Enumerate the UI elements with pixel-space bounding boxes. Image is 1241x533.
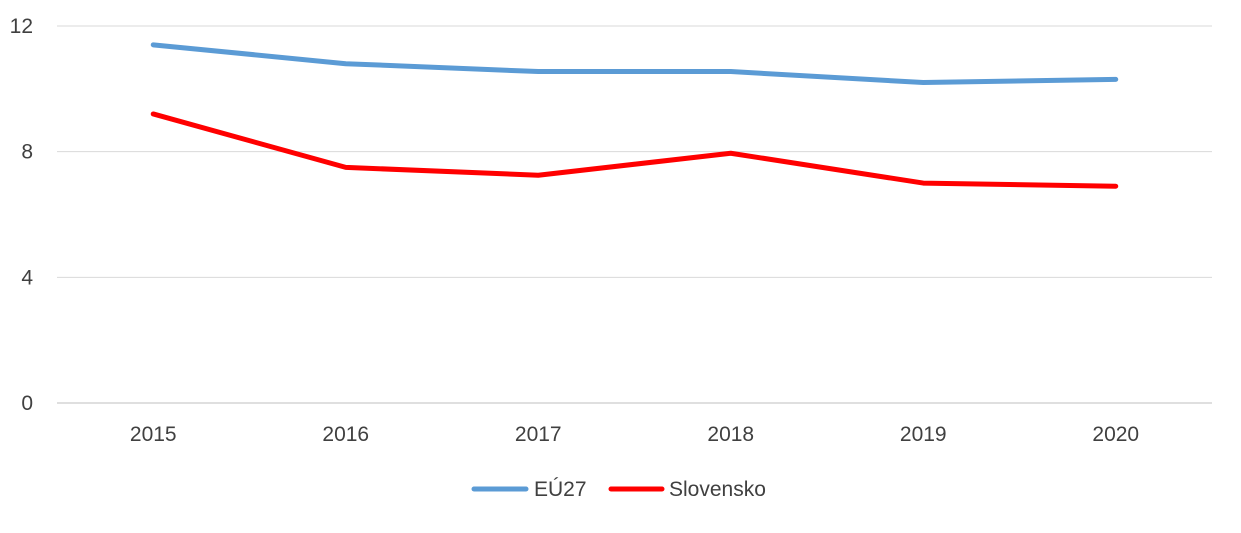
y-tick-label: 4	[21, 266, 33, 289]
x-tick-label: 2016	[322, 423, 369, 446]
y-tick-label: 12	[10, 15, 33, 38]
x-tick-label: 2018	[707, 423, 754, 446]
legend-label: EÚ27	[534, 478, 587, 501]
x-tick-label: 2020	[1092, 423, 1139, 446]
series-line-eu27	[150, 42, 1119, 86]
x-tick-label: 2015	[130, 423, 177, 446]
series-lines	[150, 42, 1119, 189]
y-tick-label: 0	[21, 392, 33, 415]
series-line-slovensko	[150, 111, 1119, 189]
x-tick-label: 2017	[515, 423, 562, 446]
legend: EÚ27 Slovensko	[471, 478, 766, 501]
x-tick-label: 2019	[900, 423, 947, 446]
y-tick-label: 8	[21, 141, 33, 164]
legend-label: Slovensko	[669, 478, 766, 501]
axes: 0 4 8 12 2015 2016 2017 2018 2019 2020	[10, 15, 1139, 446]
gridlines	[57, 25, 1212, 404]
